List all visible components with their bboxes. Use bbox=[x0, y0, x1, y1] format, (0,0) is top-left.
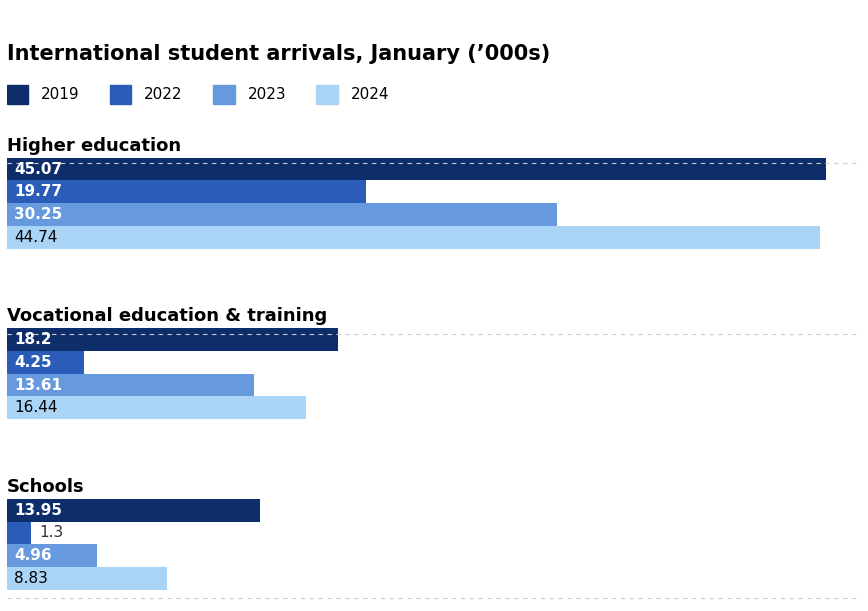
Text: 18.2: 18.2 bbox=[14, 332, 52, 347]
FancyBboxPatch shape bbox=[316, 85, 338, 104]
Text: 8.83: 8.83 bbox=[14, 571, 48, 586]
Text: 16.44: 16.44 bbox=[14, 400, 57, 415]
Bar bbox=[7, 328, 338, 351]
Bar bbox=[7, 567, 168, 590]
FancyBboxPatch shape bbox=[7, 85, 29, 104]
Bar bbox=[7, 522, 30, 544]
Bar bbox=[7, 203, 556, 226]
Text: 13.95: 13.95 bbox=[14, 503, 62, 518]
Text: 13.61: 13.61 bbox=[14, 378, 62, 393]
Bar bbox=[7, 180, 366, 203]
Bar bbox=[7, 397, 306, 419]
Text: Vocational education & training: Vocational education & training bbox=[7, 307, 327, 326]
Text: 2022: 2022 bbox=[144, 87, 183, 102]
Text: 30.25: 30.25 bbox=[14, 207, 62, 222]
Bar bbox=[7, 544, 97, 567]
Text: 1.3: 1.3 bbox=[40, 525, 64, 541]
Text: 4.96: 4.96 bbox=[14, 548, 52, 563]
Bar bbox=[7, 374, 254, 397]
Bar bbox=[7, 499, 260, 522]
Text: 45.07: 45.07 bbox=[14, 161, 62, 177]
Text: 2024: 2024 bbox=[351, 87, 389, 102]
Text: 44.74: 44.74 bbox=[14, 230, 57, 245]
Text: 2023: 2023 bbox=[247, 87, 286, 102]
Bar bbox=[7, 351, 84, 374]
Bar bbox=[7, 226, 820, 249]
Bar bbox=[7, 158, 826, 180]
FancyBboxPatch shape bbox=[110, 85, 131, 104]
Text: Higher education: Higher education bbox=[7, 137, 181, 155]
Text: 2019: 2019 bbox=[41, 87, 80, 102]
Text: Schools: Schools bbox=[7, 478, 84, 496]
Text: 4.25: 4.25 bbox=[14, 355, 52, 370]
Text: International student arrivals, January (’000s): International student arrivals, January … bbox=[7, 44, 550, 64]
Text: 19.77: 19.77 bbox=[14, 185, 62, 199]
FancyBboxPatch shape bbox=[214, 85, 234, 104]
